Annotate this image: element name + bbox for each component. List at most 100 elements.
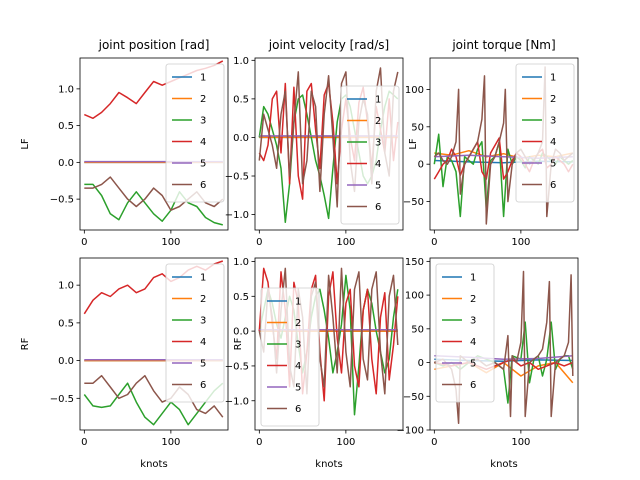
y-tick-label: 0 — [418, 160, 424, 171]
legend-label-2: 2 — [470, 294, 476, 305]
legend-label-1: 1 — [470, 273, 476, 284]
legend-label-3: 3 — [200, 316, 206, 327]
y-tick-label: 50 — [411, 324, 424, 335]
legend-label-3: 3 — [375, 138, 381, 149]
y-tick-label: 1.0 — [58, 281, 74, 292]
legend-label-3: 3 — [550, 116, 556, 127]
x-tick-label: 0 — [256, 237, 262, 248]
legend-label-1: 1 — [200, 273, 206, 284]
legend-label-2: 2 — [375, 116, 381, 127]
axes-frame — [429, 257, 579, 431]
legend-frame — [340, 85, 400, 225]
axes-frame — [79, 57, 229, 231]
y-tick-label: −0.5 — [225, 172, 249, 183]
y-axis-label: LF — [20, 138, 31, 150]
axes-frame — [254, 57, 404, 231]
legend: 1 2 3 4 5 6 — [340, 85, 400, 225]
y-axis-label: RF — [233, 337, 244, 350]
y-tick-label: 50 — [411, 122, 424, 133]
x-axis-label: knots — [140, 459, 167, 470]
x-tick-label: 0 — [81, 437, 87, 448]
legend-label-1: 1 — [200, 73, 206, 84]
series-line-3 — [84, 183, 223, 226]
subplot-5: 0 100 −1.0 −0.5 0.0 0.5 1.0 knots RF 1 2 3 4 5 6 — [225, 257, 404, 470]
legend-label-4: 4 — [375, 159, 381, 170]
legend-frame — [515, 63, 575, 203]
x-tick-label: 100 — [511, 437, 530, 448]
legend-label-1: 1 — [550, 73, 556, 84]
x-tick-label: 0 — [256, 437, 262, 448]
legend-label-6: 6 — [550, 180, 556, 191]
legend-label-2: 2 — [550, 94, 556, 105]
legend-label-4: 4 — [200, 337, 206, 348]
legend-label-5: 5 — [295, 383, 301, 394]
legend-label-2: 2 — [200, 94, 206, 105]
legend: 1 2 3 4 5 6 — [435, 263, 495, 403]
legend-label-3: 3 — [200, 116, 206, 127]
y-tick-label: 1.0 — [233, 56, 249, 67]
y-tick-label: 0.5 — [233, 94, 249, 105]
y-axis-label: RF — [20, 337, 31, 350]
legend-label-6: 6 — [295, 404, 301, 415]
y-tick-label: 0.5 — [233, 292, 249, 303]
legend-label-5: 5 — [470, 359, 476, 370]
legend-label-2: 2 — [295, 318, 301, 329]
legend-label-4: 4 — [295, 361, 301, 372]
subplot-title: joint position [rad] — [98, 38, 210, 52]
x-tick-label: 100 — [511, 237, 530, 248]
subplot-6: 0 100 −100 −50 0 50 100 150 knots 1 2 3 4 5 6 — [397, 257, 579, 470]
legend-label-5: 5 — [550, 159, 556, 170]
legend-label-4: 4 — [200, 137, 206, 148]
legend-frame — [165, 63, 225, 203]
series-line-6 — [433, 66, 574, 225]
x-axis-label: knots — [490, 459, 517, 470]
subplot-4: 0 100 −0.5 0.0 0.5 1.0 knots RF 1 2 3 4 5 6 — [20, 257, 229, 470]
legend-frame — [260, 287, 320, 427]
x-tick-label: 0 — [81, 237, 87, 248]
legend: 1 2 3 4 5 6 — [165, 63, 225, 203]
y-tick-label: −0.5 — [50, 394, 74, 405]
y-tick-label: −0.5 — [225, 361, 249, 372]
subplot-3: 0 100 −50 0 50 100 joint torque [Nm] LF 1 2 3 4 5 6 — [403, 38, 579, 248]
subplot-2: 0 100 −1.0 −0.5 0.0 0.5 1.0 joint velocity [rad… — [225, 38, 404, 248]
legend-label-5: 5 — [200, 159, 206, 170]
x-tick-label: 100 — [161, 237, 180, 248]
y-tick-label: −100 — [397, 426, 424, 437]
y-tick-label: 0.0 — [58, 158, 74, 169]
legend-label-2: 2 — [200, 294, 206, 305]
legend-label-1: 1 — [295, 297, 301, 308]
y-tick-label: 100 — [405, 291, 424, 302]
legend-label-6: 6 — [470, 380, 476, 391]
series-line-6 — [84, 374, 224, 418]
y-tick-label: 100 — [405, 85, 424, 96]
subplot-title: joint velocity [rad/s] — [268, 38, 389, 52]
axes-frame — [429, 57, 579, 231]
y-axis-label: LF — [408, 138, 419, 150]
y-tick-label: 1.0 — [58, 84, 74, 95]
series-line-4 — [258, 267, 399, 402]
legend: 1 2 3 4 5 6 — [260, 287, 320, 427]
legend-label-5: 5 — [200, 359, 206, 370]
axes-frame — [254, 257, 404, 431]
legend-label-5: 5 — [375, 181, 381, 192]
legend-label-3: 3 — [470, 316, 476, 327]
legend-label-4: 4 — [550, 137, 556, 148]
x-tick-label: 100 — [336, 437, 355, 448]
y-tick-label: 0.5 — [58, 318, 74, 329]
legend: 1 2 3 4 5 6 — [165, 263, 225, 403]
y-tick-label: 0 — [418, 358, 424, 369]
legend-label-3: 3 — [295, 340, 301, 351]
y-tick-label: −1.0 — [225, 396, 249, 407]
y-tick-label: 0.0 — [58, 356, 74, 367]
x-axis-label: knots — [315, 459, 342, 470]
legend: 1 2 3 4 5 6 — [515, 63, 575, 203]
legend-label-4: 4 — [470, 337, 476, 348]
legend-label-6: 6 — [200, 180, 206, 191]
y-tick-label: 0.0 — [233, 133, 249, 144]
x-tick-label: 100 — [336, 237, 355, 248]
legend-frame — [165, 263, 225, 403]
y-tick-label: 150 — [405, 257, 424, 268]
y-tick-label: −1.0 — [225, 210, 249, 221]
series-line-3 — [83, 382, 224, 426]
